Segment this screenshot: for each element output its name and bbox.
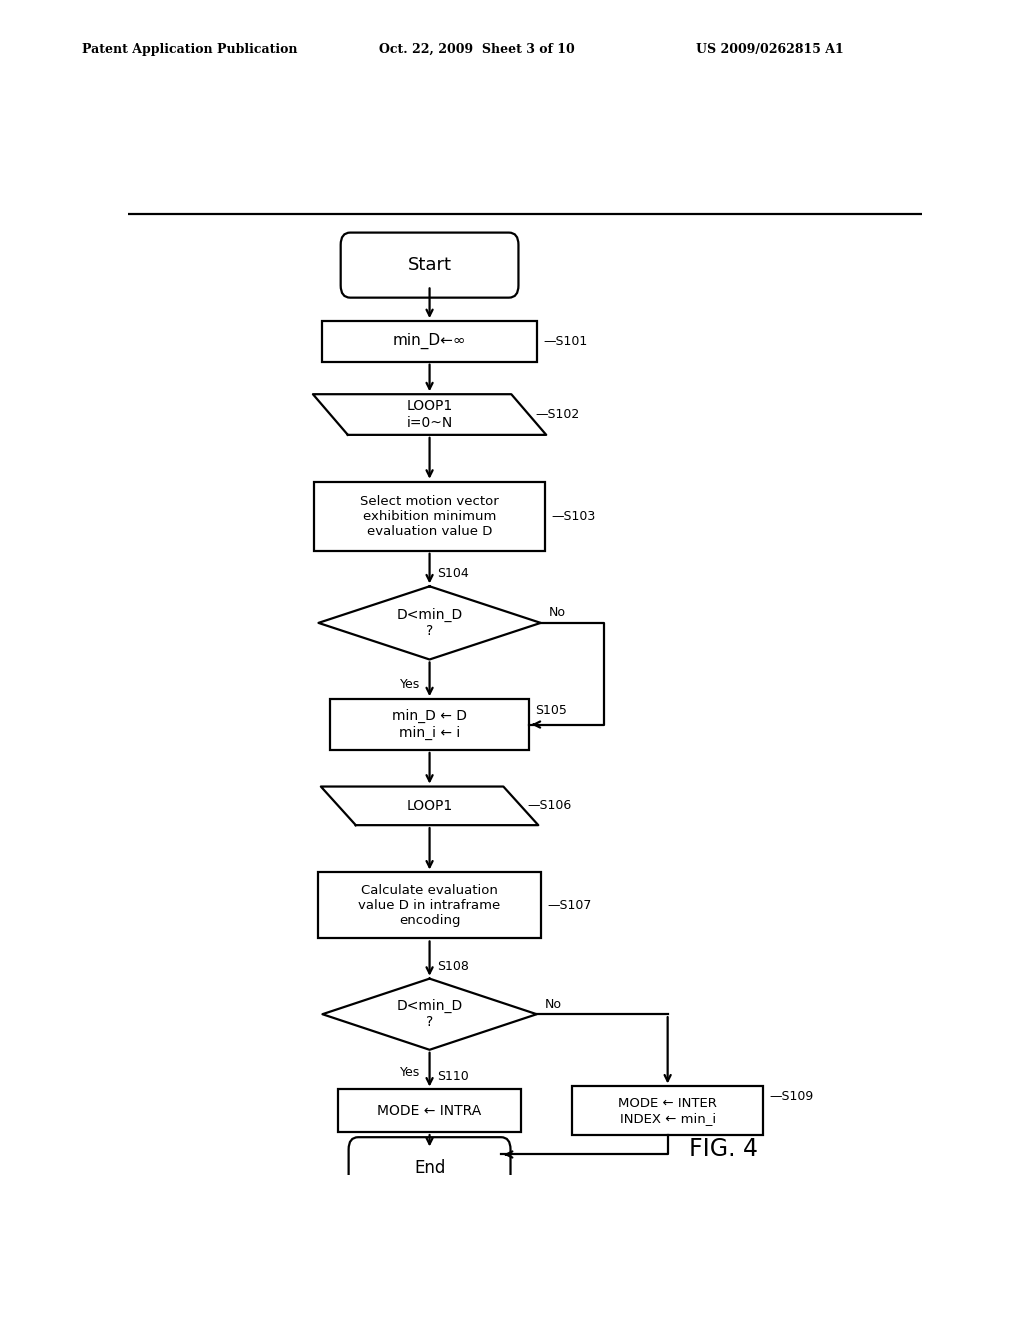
- Text: S104: S104: [437, 568, 469, 581]
- Text: S105: S105: [536, 704, 567, 717]
- Text: Start: Start: [408, 256, 452, 275]
- Text: —S103: —S103: [551, 510, 595, 523]
- Polygon shape: [321, 787, 539, 825]
- Text: Yes: Yes: [399, 677, 420, 690]
- Text: No: No: [549, 606, 565, 619]
- Text: MODE ← INTRA: MODE ← INTRA: [378, 1104, 481, 1118]
- Text: —S106: —S106: [527, 800, 571, 812]
- Text: —S102: —S102: [536, 408, 580, 421]
- Polygon shape: [318, 586, 541, 660]
- Text: Calculate evaluation
value D in intraframe
encoding: Calculate evaluation value D in intrafra…: [358, 884, 501, 927]
- Text: US 2009/0262815 A1: US 2009/0262815 A1: [696, 42, 844, 55]
- Bar: [331, 700, 528, 750]
- Text: LOOP1: LOOP1: [407, 799, 453, 813]
- Bar: [318, 873, 541, 939]
- Text: —S109: —S109: [769, 1090, 813, 1104]
- Text: Patent Application Publication: Patent Application Publication: [82, 42, 297, 55]
- Bar: [314, 482, 545, 550]
- Text: End: End: [414, 1159, 445, 1176]
- Text: S108: S108: [437, 960, 469, 973]
- FancyBboxPatch shape: [341, 232, 518, 297]
- Text: LOOP1
i=0~N: LOOP1 i=0~N: [407, 400, 453, 429]
- Text: No: No: [545, 998, 561, 1011]
- Polygon shape: [323, 978, 537, 1049]
- FancyBboxPatch shape: [348, 1138, 511, 1199]
- Text: MODE ← INTER
INDEX ← min_i: MODE ← INTER INDEX ← min_i: [618, 1097, 717, 1125]
- Text: D<min_D
?: D<min_D ?: [396, 999, 463, 1030]
- Text: Oct. 22, 2009  Sheet 3 of 10: Oct. 22, 2009 Sheet 3 of 10: [379, 42, 574, 55]
- Text: S110: S110: [437, 1071, 469, 1084]
- Text: min_D ← D
min_i ← i: min_D ← D min_i ← i: [392, 709, 467, 739]
- Text: —S101: —S101: [543, 335, 588, 348]
- Text: FIG. 4: FIG. 4: [689, 1138, 758, 1162]
- Bar: [323, 321, 537, 362]
- Text: —S107: —S107: [547, 899, 592, 912]
- Text: min_D←∞: min_D←∞: [393, 333, 466, 350]
- Bar: [572, 1086, 763, 1135]
- Text: D<min_D
?: D<min_D ?: [396, 607, 463, 638]
- Polygon shape: [313, 395, 546, 434]
- Text: Yes: Yes: [399, 1067, 420, 1078]
- Text: Select motion vector
exhibition minimum
evaluation value D: Select motion vector exhibition minimum …: [360, 495, 499, 537]
- Bar: [338, 1089, 521, 1133]
